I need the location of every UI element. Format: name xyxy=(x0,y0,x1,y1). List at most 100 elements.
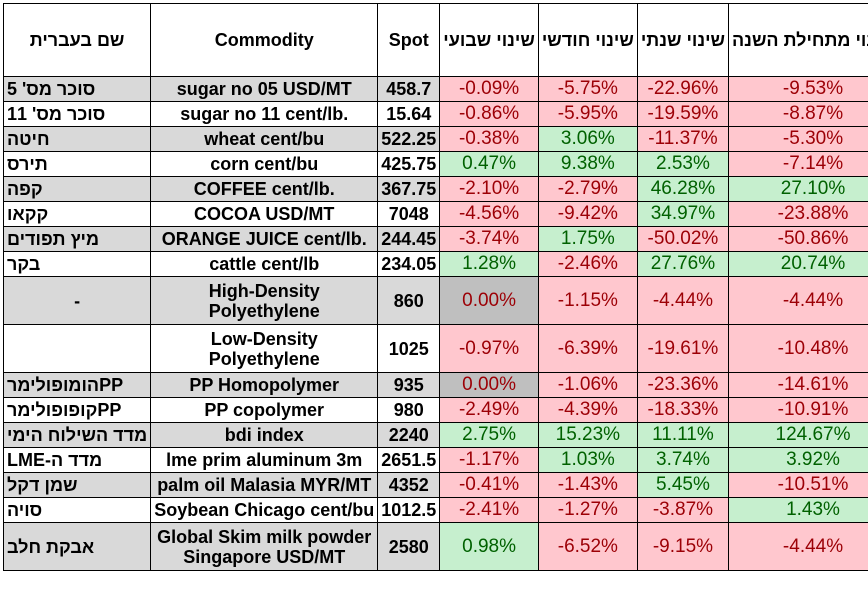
spot-cell: 980 xyxy=(377,397,441,423)
ytd-change-cell: 20.74% xyxy=(728,251,868,277)
yearly-change-cell: 3.74% xyxy=(636,447,730,473)
yearly-change-cell: -23.36% xyxy=(636,372,730,398)
weekly-change-cell: -3.74% xyxy=(439,226,539,252)
weekly-change-cell: -2.41% xyxy=(439,497,539,523)
monthly-change-cell: -6.52% xyxy=(537,522,638,571)
commodity-cell: cattle cent/lb xyxy=(150,251,379,277)
weekly-change-cell: 0.00% xyxy=(439,276,539,325)
header-row: שם בעברית Commodity Spot שינוי שבועי שינ… xyxy=(2,3,868,77)
table-row: חיטה wheat cent/bu 522.25 -0.38% 3.06% -… xyxy=(2,126,868,152)
spot-cell: 2651.5 xyxy=(377,447,441,473)
spot-cell: 860 xyxy=(377,276,441,325)
ytd-change-cell: -50.86% xyxy=(728,226,868,252)
table-row: Low-Density Polyethylene 1025 -0.97% -6.… xyxy=(2,324,868,373)
monthly-change-cell: -6.39% xyxy=(537,324,638,373)
spot-cell: 2580 xyxy=(377,522,441,571)
weekly-change-cell: -0.86% xyxy=(439,101,539,127)
yearly-change-cell: -4.44% xyxy=(636,276,730,325)
spot-cell: 244.45 xyxy=(377,226,441,252)
ytd-change-cell: 1.43% xyxy=(728,497,868,523)
hebrew-name-cell: - xyxy=(2,276,152,325)
yearly-change-cell: 46.28% xyxy=(636,176,730,202)
table-row: PPהומופולימר PP Homopolymer 935 0.00% -1… xyxy=(2,372,868,398)
hebrew-name-cell: מדד השילוח הימי xyxy=(2,422,152,448)
weekly-change-cell: 2.75% xyxy=(439,422,539,448)
header-hebrew-name: שם בעברית xyxy=(2,3,152,77)
spot-cell: 1012.5 xyxy=(377,497,441,523)
ytd-change-cell: -8.87% xyxy=(728,101,868,127)
commodity-cell: PP Homopolymer xyxy=(150,372,379,398)
hebrew-name-cell xyxy=(2,324,152,373)
hebrew-name-cell: PPהומופולימר xyxy=(2,372,152,398)
spot-cell: 2240 xyxy=(377,422,441,448)
hebrew-name-cell: שמן דקל xyxy=(2,472,152,498)
monthly-change-cell: -2.79% xyxy=(537,176,638,202)
ytd-change-cell: -10.48% xyxy=(728,324,868,373)
header-yearly-change: שינוי שנתי xyxy=(636,3,730,77)
weekly-change-cell: 0.00% xyxy=(439,372,539,398)
header-monthly-change: שינוי חודשי xyxy=(537,3,638,77)
ytd-change-cell: -10.91% xyxy=(728,397,868,423)
table-row: קפה COFFEE cent/lb. 367.75 -2.10% -2.79%… xyxy=(2,176,868,202)
spot-cell: 367.75 xyxy=(377,176,441,202)
ytd-change-cell: -23.88% xyxy=(728,201,868,227)
weekly-change-cell: -0.41% xyxy=(439,472,539,498)
table-row: מדד ה-LME lme prim aluminum 3m 2651.5 -1… xyxy=(2,447,868,473)
monthly-change-cell: -1.15% xyxy=(537,276,638,325)
header-weekly-change: שינוי שבועי xyxy=(439,3,539,77)
monthly-change-cell: 15.23% xyxy=(537,422,638,448)
commodity-cell: palm oil Malasia MYR/MT xyxy=(150,472,379,498)
weekly-change-cell: -1.17% xyxy=(439,447,539,473)
weekly-change-cell: -0.97% xyxy=(439,324,539,373)
table-row: PPקופופולימר PP copolymer 980 -2.49% -4.… xyxy=(2,397,868,423)
ytd-change-cell: -4.44% xyxy=(728,276,868,325)
monthly-change-cell: -1.27% xyxy=(537,497,638,523)
spot-cell: 935 xyxy=(377,372,441,398)
monthly-change-cell: 1.75% xyxy=(537,226,638,252)
table-row: מיץ תפודים ORANGE JUICE cent/lb. 244.45 … xyxy=(2,226,868,252)
ytd-change-cell: -10.51% xyxy=(728,472,868,498)
table-row: אבקת חלב Global Skim milk powder Singapo… xyxy=(2,522,868,571)
ytd-change-cell: -4.44% xyxy=(728,522,868,571)
weekly-change-cell: -2.10% xyxy=(439,176,539,202)
hebrew-name-cell: סוכר מס' 11 xyxy=(2,101,152,127)
table-row: סויה Soybean Chicago cent/bu 1012.5 -2.4… xyxy=(2,497,868,523)
weekly-change-cell: 0.47% xyxy=(439,151,539,177)
yearly-change-cell: -18.33% xyxy=(636,397,730,423)
hebrew-name-cell: סויה xyxy=(2,497,152,523)
hebrew-name-cell: אבקת חלב xyxy=(2,522,152,571)
table-row: מדד השילוח הימי bdi index 2240 2.75% 15.… xyxy=(2,422,868,448)
monthly-change-cell: 1.03% xyxy=(537,447,638,473)
yearly-change-cell: 34.97% xyxy=(636,201,730,227)
ytd-change-cell: 124.67% xyxy=(728,422,868,448)
commodity-cell: bdi index xyxy=(150,422,379,448)
table-row: בקר cattle cent/lb 234.05 1.28% -2.46% 2… xyxy=(2,251,868,277)
commodity-cell: sugar no 11 cent/lb. xyxy=(150,101,379,127)
yearly-change-cell: -11.37% xyxy=(636,126,730,152)
commodity-cell: COCOA USD/MT xyxy=(150,201,379,227)
weekly-change-cell: -2.49% xyxy=(439,397,539,423)
yearly-change-cell: -19.61% xyxy=(636,324,730,373)
yearly-change-cell: -9.15% xyxy=(636,522,730,571)
hebrew-name-cell: מיץ תפודים xyxy=(2,226,152,252)
commodity-cell: Low-Density Polyethylene xyxy=(150,324,379,373)
yearly-change-cell: -3.87% xyxy=(636,497,730,523)
yearly-change-cell: 5.45% xyxy=(636,472,730,498)
table-row: קקאו COCOA USD/MT 7048 -4.56% -9.42% 34.… xyxy=(2,201,868,227)
header-commodity: Commodity xyxy=(150,3,379,77)
commodity-cell: lme prim aluminum 3m xyxy=(150,447,379,473)
commodities-table: שם בעברית Commodity Spot שינוי שבועי שינ… xyxy=(2,3,868,571)
ytd-change-cell: -14.61% xyxy=(728,372,868,398)
header-ytd-change: שינוי מתחילת השנה xyxy=(728,3,868,77)
spot-cell: 522.25 xyxy=(377,126,441,152)
yearly-change-cell: 27.76% xyxy=(636,251,730,277)
hebrew-name-cell: PPקופופולימר xyxy=(2,397,152,423)
hebrew-name-cell: תירס xyxy=(2,151,152,177)
hebrew-name-cell: חיטה xyxy=(2,126,152,152)
yearly-change-cell: 2.53% xyxy=(636,151,730,177)
table-row: - High-Density Polyethylene 860 0.00% -1… xyxy=(2,276,868,325)
spot-cell: 7048 xyxy=(377,201,441,227)
yearly-change-cell: -22.96% xyxy=(636,76,730,102)
monthly-change-cell: 9.38% xyxy=(537,151,638,177)
spot-cell: 4352 xyxy=(377,472,441,498)
